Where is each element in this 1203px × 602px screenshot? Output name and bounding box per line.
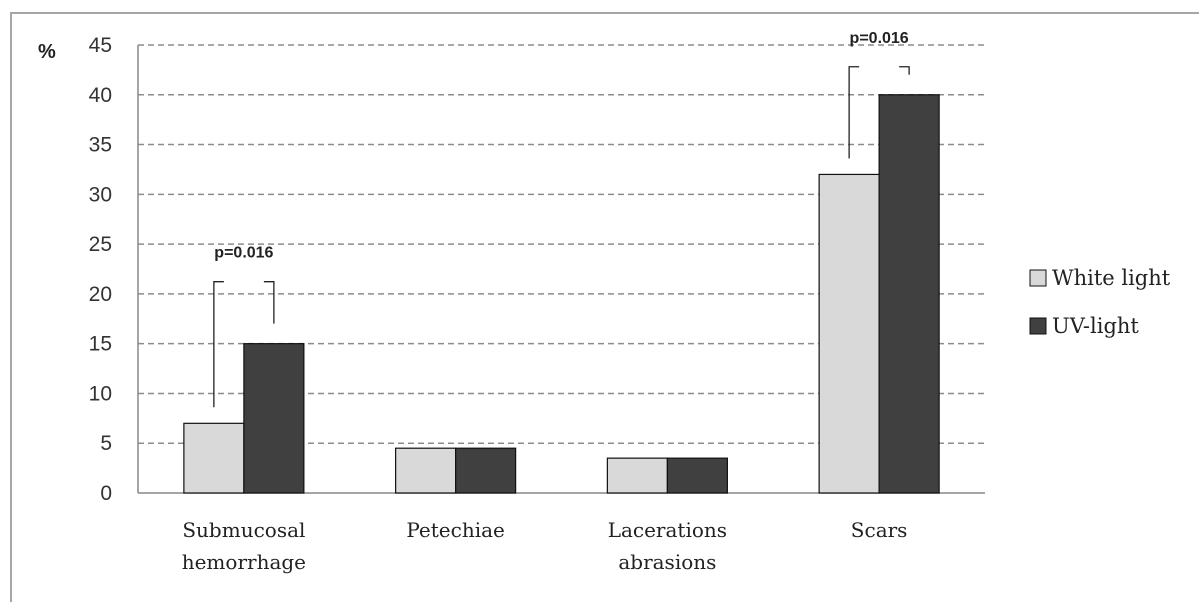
chart-frame: [10, 12, 1199, 602]
x-category-label: Petechiae: [406, 518, 505, 542]
y-tick-label: 5: [100, 432, 112, 455]
significance-label: p=0.016: [214, 245, 273, 262]
significance-bracket: [848, 66, 910, 159]
legend-label: White light: [1052, 266, 1171, 290]
y-tick-label: 30: [89, 183, 112, 206]
x-category-label: Scars: [851, 518, 908, 542]
significance-bracket: [213, 281, 275, 408]
bar-chart: 0 5 10 15 20 25 30 35 40 45% Submucosal hemorrhage P…: [38, 30, 1171, 574]
y-tick-label: 15: [89, 333, 112, 356]
legend-swatch: [1029, 269, 1047, 287]
y-tick-label: 40: [89, 84, 112, 107]
bar-uv-light: [455, 447, 517, 494]
y-tick-label: 20: [89, 283, 112, 306]
x-category-label: Lacerations: [608, 518, 727, 542]
y-tick-label: 45: [89, 34, 112, 57]
x-category-label: Submucosal: [182, 518, 305, 542]
bar-uv-light: [878, 94, 940, 494]
x-category-label: hemorrhage: [182, 550, 306, 574]
bar-white-light: [183, 422, 245, 494]
legend-label: UV-light: [1052, 314, 1139, 338]
legend-swatch: [1029, 317, 1047, 335]
y-tick-label: 25: [89, 233, 112, 256]
y-tick-label: 10: [89, 382, 112, 405]
x-category-label: abrasions: [618, 550, 716, 574]
y-axis-label: %: [38, 41, 56, 63]
bar-white-light: [818, 173, 880, 494]
y-tick-label: 0: [100, 482, 112, 505]
bar-uv-light: [243, 343, 305, 494]
bar-uv-light: [666, 457, 728, 494]
bar-white-light: [606, 457, 668, 494]
y-tick-label: 35: [89, 134, 112, 157]
bar-white-light: [395, 447, 457, 494]
significance-label: p=0.016: [850, 30, 909, 47]
